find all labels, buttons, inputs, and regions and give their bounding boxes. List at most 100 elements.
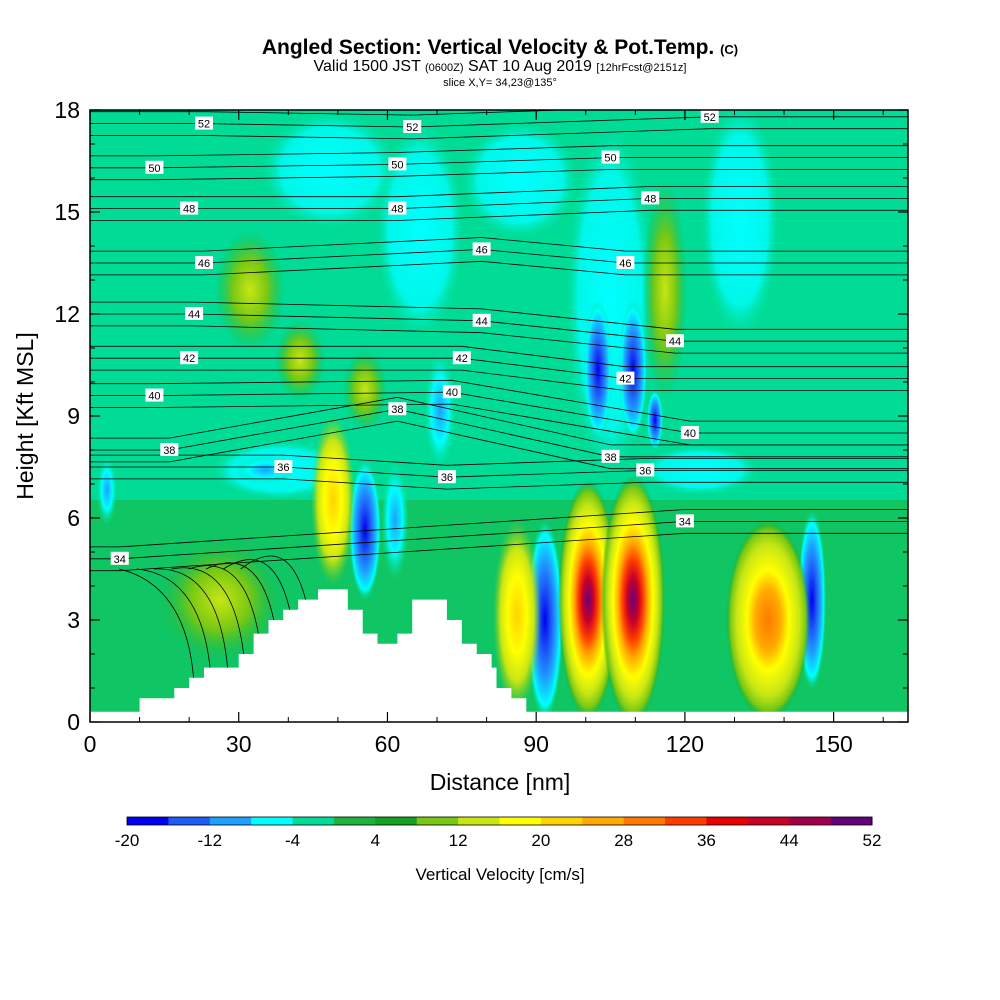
contour-label-box — [145, 388, 164, 402]
contour-label: 52 — [704, 112, 716, 124]
contour-label-box — [388, 201, 407, 215]
pot-temp-contour-line — [153, 568, 230, 689]
colorbar-swatch — [582, 817, 625, 825]
contour-label: 38 — [163, 445, 175, 457]
contour-label-box — [388, 157, 407, 171]
colorbar-swatch — [747, 817, 790, 825]
colorbar-swatch — [333, 817, 376, 825]
colorbar-tick-label: 52 — [863, 831, 882, 850]
colorbar: -20 -12 -4 4 12 20 28 36 44 52 — [115, 816, 882, 850]
terrain-mask — [90, 589, 908, 722]
pot-temp-contour-line — [90, 260, 908, 276]
contour-label: 42 — [619, 374, 631, 386]
pot-temp-contour-line — [90, 237, 908, 252]
contour-label: 48 — [644, 193, 656, 205]
pot-temp-contour-line — [90, 454, 908, 466]
contour-label-box — [680, 426, 699, 439]
contour-label-box — [180, 201, 199, 215]
contour-label: 40 — [684, 428, 696, 440]
contour-label-box — [437, 470, 456, 484]
contour-label-box — [452, 351, 471, 365]
pot-temp-contour-line — [90, 186, 908, 198]
contour-label: 42 — [456, 353, 468, 365]
y-tick-label: 0 — [67, 709, 80, 735]
pot-temp-contour-line — [90, 521, 908, 560]
colorbar-tick-label: 12 — [449, 831, 468, 850]
contour-label: 36 — [639, 465, 651, 477]
contour-label: 36 — [441, 472, 453, 484]
x-tick-label: 150 — [814, 731, 852, 757]
contour-label: 34 — [114, 554, 126, 566]
contour-label: 46 — [476, 244, 488, 256]
colorbar-swatch — [706, 817, 749, 825]
contour-label: 46 — [619, 258, 631, 270]
contour-label: 34 — [679, 516, 691, 528]
y-tick-label: 9 — [67, 403, 80, 429]
contour-label-box — [636, 463, 655, 477]
y-tick-label: 6 — [67, 505, 80, 531]
contour-label-box — [616, 371, 635, 385]
contour-label-box — [665, 334, 684, 348]
contour-label: 38 — [391, 404, 403, 416]
pot-temp-contour-line — [90, 145, 908, 157]
contour-label-box — [601, 150, 620, 164]
y-tick-label: 12 — [54, 301, 80, 327]
colorbar-tick-label: -4 — [285, 831, 300, 850]
contour-label-box — [472, 313, 491, 327]
colorbar-tick-label: -12 — [197, 831, 222, 850]
updraft-core — [311, 415, 355, 585]
contour-label-box — [160, 443, 179, 456]
pot-temp-contour-line — [90, 301, 908, 330]
contour-label: 52 — [198, 119, 210, 131]
pot-temp-contour-line — [90, 403, 908, 446]
contour-label-box — [616, 256, 635, 269]
contour-label-box — [185, 307, 204, 320]
contour-label-box — [145, 160, 164, 174]
colorbar-swatch — [251, 817, 294, 825]
contour-label: 40 — [148, 391, 160, 403]
contour-label: 40 — [446, 387, 458, 399]
contour-label: 44 — [476, 316, 488, 328]
colorbar-swatch — [540, 817, 583, 825]
contour-label-box — [195, 116, 214, 130]
chart-title: Angled Section: Vertical Velocity & Pot.… — [261, 36, 739, 59]
pot-temp-contour-line — [90, 345, 908, 368]
colorbar-swatch — [416, 817, 459, 825]
green-patch — [275, 320, 325, 400]
terrain-shape — [90, 589, 908, 722]
contour-label-box — [641, 191, 660, 205]
contour-label: 42 — [183, 353, 195, 365]
pot-temp-contour-line — [90, 110, 573, 116]
colorbar-swatch — [623, 817, 666, 825]
pot-temp-contour-line — [90, 128, 908, 140]
x-tick-label: 90 — [523, 731, 549, 757]
colorbar-tick-label: 20 — [531, 831, 550, 850]
updraft-core — [558, 480, 618, 720]
pot-temp-contour-line — [90, 209, 908, 221]
colorbar-swatch — [458, 817, 500, 825]
updraft-core — [726, 520, 810, 720]
contour-label-box — [700, 109, 719, 123]
contour-label: 50 — [391, 159, 403, 171]
contour-label-box — [110, 551, 129, 565]
subtitle-fcst: [12hrFcst@2151z] — [596, 62, 687, 74]
colorbar-tick-label: 28 — [614, 831, 633, 850]
downdraft-core — [619, 300, 647, 440]
colorbar-swatch — [789, 817, 832, 825]
colorbar-swatch — [209, 817, 252, 825]
contour-label: 48 — [391, 204, 403, 216]
contour-label-box — [442, 385, 461, 399]
colorbar-tick-label: 36 — [697, 831, 716, 850]
x-tick-label: 30 — [226, 731, 252, 757]
contour-label-box — [274, 460, 293, 473]
updraft-core — [601, 475, 665, 722]
colorbar-frame — [126, 816, 873, 826]
title-mark: (C) — [720, 42, 739, 57]
colorbar-tick-label: 4 — [371, 831, 380, 850]
x-tick-label: 60 — [375, 731, 401, 757]
downdraft-core — [584, 300, 612, 440]
pot-temp-contour-line — [90, 478, 908, 490]
pot-temp-contour-line — [90, 379, 908, 422]
colorbar-swatch — [499, 817, 542, 825]
